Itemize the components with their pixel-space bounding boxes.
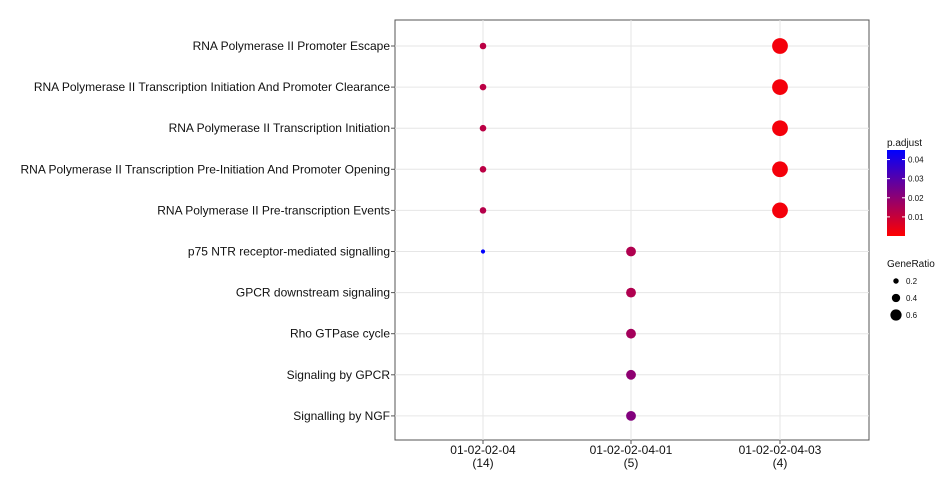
size-legend-key xyxy=(891,293,901,303)
data-point xyxy=(626,328,636,339)
size-legend-label: 0.4 xyxy=(906,294,918,303)
data-point xyxy=(626,246,636,257)
data-point xyxy=(772,120,788,137)
data-point xyxy=(772,79,788,95)
data-point xyxy=(772,161,788,178)
data-point xyxy=(626,287,636,298)
color-legend: p.adjust 0.04 0.03 0.02 0.01 xyxy=(887,138,924,236)
data-point xyxy=(626,369,636,380)
data-point xyxy=(772,38,788,54)
plot-panel xyxy=(394,19,870,441)
x-tick-count: (14) xyxy=(472,456,493,470)
y-tick-label: Rho GTPase cycle xyxy=(290,327,390,341)
x-axis: 01-02-02-04(14) 01-02-02-04-01(5) 01-02-02… xyxy=(450,440,822,470)
size-legend-key xyxy=(893,278,899,284)
y-tick-label: RNA Polymerase II Promoter Escape xyxy=(193,39,391,53)
x-tick-count: (4) xyxy=(773,456,788,470)
color-legend-label: 0.01 xyxy=(908,213,924,222)
x-tick-label: 01-02-02-04-01 xyxy=(590,443,673,457)
data-point xyxy=(479,83,487,91)
y-tick-label: p75 NTR receptor-mediated signalling xyxy=(188,245,390,259)
data-point xyxy=(479,166,487,173)
color-legend-label: 0.03 xyxy=(908,175,924,184)
data-point xyxy=(479,207,487,214)
y-tick-label: GPCR downstream signaling xyxy=(236,286,390,300)
size-legend-title: GeneRatio xyxy=(887,259,935,270)
data-point xyxy=(626,411,636,421)
color-legend-label: 0.04 xyxy=(908,156,924,165)
data-points xyxy=(479,38,788,421)
y-tick-label: RNA Polymerase II Transcription Initiati… xyxy=(34,80,390,94)
panel-border xyxy=(394,19,870,441)
size-legend-label: 0.6 xyxy=(906,311,918,320)
size-legend-key xyxy=(890,309,902,321)
size-legend-label: 0.2 xyxy=(906,277,918,286)
y-tick-label: RNA Polymerase II Transcription Initiati… xyxy=(169,121,390,135)
color-legend-label: 0.02 xyxy=(908,194,924,203)
data-point xyxy=(480,249,486,254)
x-tick-label: 01-02-02-04-03 xyxy=(739,443,822,457)
size-legend: GeneRatio 0.2 0.4 0.6 xyxy=(887,259,935,321)
color-legend-title: p.adjust xyxy=(887,138,922,149)
panel-background xyxy=(395,20,869,440)
y-tick-label: Signalling by NGF xyxy=(293,409,390,423)
color-legend-bar xyxy=(887,150,905,236)
y-tick-label: RNA Polymerase II Pre-transcription Even… xyxy=(157,203,390,217)
x-tick-label: 01-02-02-04 xyxy=(450,443,516,457)
y-axis: RNA Polymerase II Promoter Escape RNA Pol… xyxy=(20,39,395,423)
x-tick-count: (5) xyxy=(624,456,639,470)
y-tick-label: Signaling by GPCR xyxy=(287,368,391,382)
data-point xyxy=(772,202,788,219)
y-tick-label: RNA Polymerase II Transcription Pre-Init… xyxy=(20,162,390,176)
data-point xyxy=(479,124,487,132)
data-point xyxy=(479,42,487,50)
